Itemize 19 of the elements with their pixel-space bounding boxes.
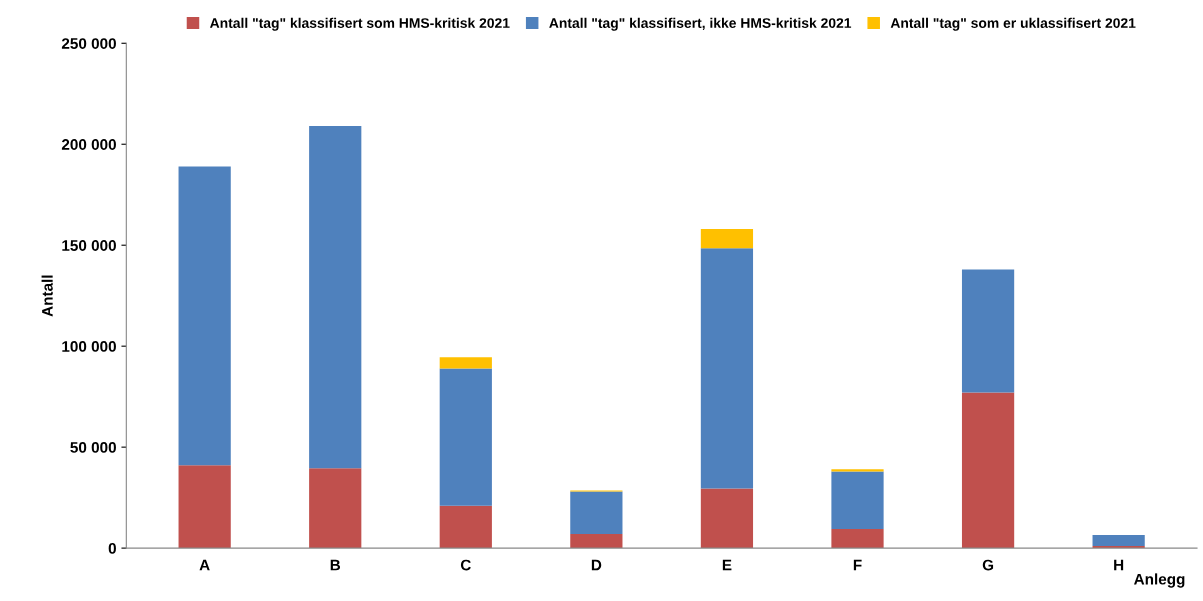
- x-tick-label: F: [853, 559, 862, 571]
- x-tick-label: D: [591, 559, 602, 571]
- y-axis-title: Antall: [41, 275, 53, 317]
- legend-label: Antall "tag" som er uklassifisert 2021: [890, 17, 1136, 31]
- x-tick-label: C: [460, 559, 471, 571]
- x-tick-label: H: [1114, 559, 1124, 571]
- legend-label: Antall "tag" klassifisert, ikke HMS-kritisk 2021: [549, 17, 852, 31]
- x-tick-label: B: [330, 559, 341, 571]
- x-tick-label: A: [199, 559, 210, 571]
- y-tick-label: 100 000: [62, 341, 116, 352]
- y-tick-label: 50 000: [70, 442, 116, 453]
- y-tick-label: 200 000: [61, 139, 116, 150]
- x-axis-title: Anlegg: [1134, 573, 1185, 588]
- y-tick-label: 250 000: [61, 38, 116, 49]
- legend-label: Antall "tag" klassifisert som HMS-kritisk 2021: [210, 17, 510, 31]
- y-tick-label: 0: [108, 542, 116, 554]
- y-tick-label: 150 000: [62, 240, 116, 251]
- x-tick-label: E: [722, 559, 732, 571]
- x-tick-label: G: [982, 559, 994, 571]
